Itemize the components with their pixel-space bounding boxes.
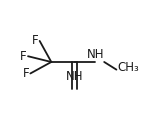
Text: NH: NH — [66, 70, 83, 83]
Text: F: F — [20, 50, 27, 63]
Text: F: F — [23, 67, 29, 80]
Text: F: F — [32, 34, 39, 47]
Text: CH₃: CH₃ — [118, 61, 139, 74]
Text: NH: NH — [87, 48, 104, 61]
